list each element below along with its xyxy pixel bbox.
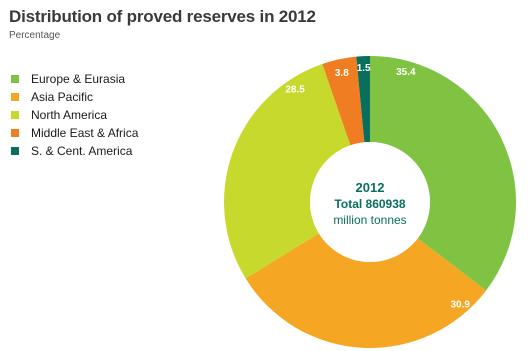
- legend-item: Europe & Eurasia: [11, 70, 138, 88]
- data-labels-group: 35.4 30.9 28.5 3.8 1.5: [285, 63, 470, 311]
- center-total: Total 860938: [334, 197, 405, 211]
- slice-s-cent-america: [356, 56, 370, 143]
- legend-swatch: [11, 111, 19, 119]
- chart-title: Distribution of proved reserves in 2012: [9, 7, 316, 26]
- legend-item: Asia Pacific: [11, 88, 138, 106]
- legend-label: S. & Cent. America: [31, 144, 133, 158]
- data-label: 28.5: [285, 84, 305, 95]
- data-label: 3.8: [335, 68, 349, 79]
- chart-subtitle: Percentage: [9, 30, 61, 41]
- data-label: 1.5: [357, 63, 371, 74]
- legend-label: Europe & Eurasia: [31, 72, 126, 86]
- legend-item: North America: [11, 106, 138, 124]
- legend-label: North America: [31, 108, 108, 122]
- slice-north-america: [224, 64, 351, 279]
- legend-item: Middle East & Africa: [11, 124, 138, 142]
- slice-middle-east-africa: [322, 56, 365, 146]
- center-year: 2012: [356, 180, 385, 195]
- data-label: 30.9: [451, 300, 471, 311]
- legend-swatch: [11, 93, 19, 101]
- slice-europe-eurasia: [370, 56, 516, 291]
- legend: Europe & Eurasia Asia Pacific North Amer…: [11, 70, 138, 160]
- legend-label: Asia Pacific: [31, 90, 94, 104]
- center-unit: million tonnes: [333, 213, 406, 227]
- legend-item: S. & Cent. America: [11, 142, 138, 160]
- legend-swatch: [11, 75, 19, 83]
- donut-hole: [310, 142, 430, 262]
- legend-swatch: [11, 147, 19, 155]
- slice-asia-pacific: [245, 233, 487, 348]
- slices-group: [224, 56, 516, 348]
- data-label: 35.4: [396, 67, 416, 78]
- legend-swatch: [11, 129, 19, 137]
- legend-label: Middle East & Africa: [31, 126, 139, 140]
